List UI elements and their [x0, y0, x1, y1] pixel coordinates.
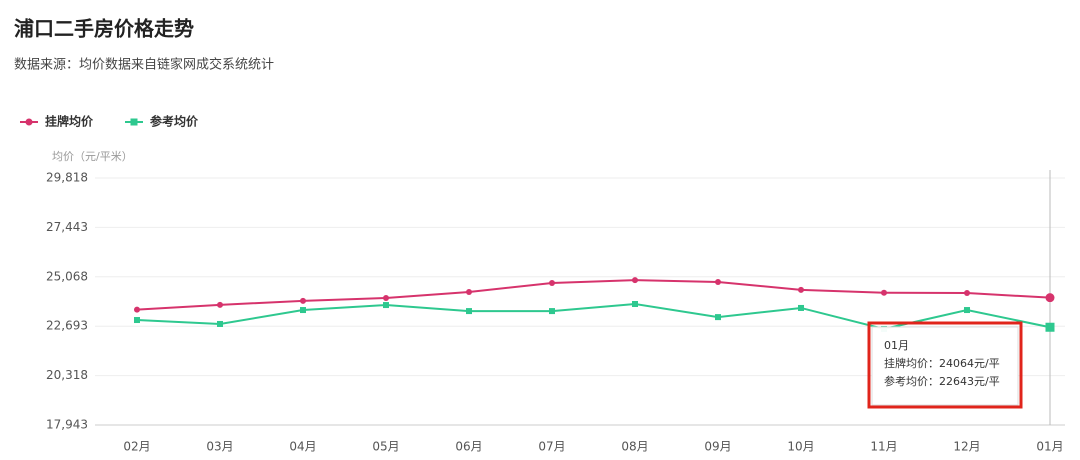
- point: [1045, 293, 1055, 303]
- x-tick-label: 10月: [787, 440, 814, 454]
- x-tick-label: 05月: [372, 440, 399, 454]
- y-axis-label: 均价（元/平米）: [52, 150, 133, 163]
- x-tick-label: 08月: [621, 440, 648, 454]
- y-tick-label: 17,943: [46, 418, 88, 432]
- point: [632, 277, 638, 284]
- point: [466, 308, 472, 315]
- chart-subtitle: 数据来源：均价数据来自链家网成交系统统计: [14, 57, 274, 73]
- point: [549, 279, 555, 286]
- chart-title: 浦口二手房价格走势: [14, 17, 194, 41]
- x-tick-label: 11月: [870, 440, 897, 454]
- series-line: [136, 302, 1051, 330]
- y-tick-label: 25,068: [46, 269, 88, 283]
- point: [1045, 322, 1055, 332]
- tooltip-title: 01月: [884, 339, 909, 352]
- legend-label: 参考均价: [150, 114, 199, 129]
- x-tick-label: 07月: [538, 440, 565, 454]
- legend-marker: [25, 118, 33, 126]
- x-tick-label: 12月: [953, 440, 980, 454]
- point: [798, 304, 804, 311]
- y-tick-label: 20,318: [46, 368, 88, 382]
- tooltip-line: 挂牌均价：24064元/平: [884, 356, 1000, 370]
- x-tick-label: 04月: [289, 440, 316, 454]
- highlight-box: [867, 321, 1023, 409]
- point: [715, 278, 721, 285]
- point: [134, 317, 140, 324]
- point: [964, 289, 970, 296]
- x-tick-label: 02月: [123, 440, 150, 454]
- point: [466, 288, 472, 295]
- point: [217, 320, 223, 327]
- point: [300, 307, 306, 314]
- point: [798, 286, 804, 293]
- point: [383, 302, 389, 309]
- point: [217, 301, 223, 308]
- legend-label: 挂牌均价: [45, 114, 94, 129]
- point: [632, 301, 638, 308]
- point: [300, 297, 306, 304]
- tooltip-box: [871, 326, 1019, 406]
- x-tick-label: 01月: [1036, 440, 1063, 454]
- y-tick-label: 29,818: [46, 171, 88, 185]
- y-tick-label: 22,693: [46, 319, 88, 333]
- point: [383, 294, 389, 301]
- y-tick-label: 27,443: [46, 220, 88, 234]
- point: [964, 307, 970, 314]
- series-line: [136, 279, 1051, 311]
- x-tick-label: 09月: [704, 440, 731, 454]
- x-tick-label: 03月: [206, 440, 233, 454]
- tooltip-line: 参考均价：22643元/平: [884, 374, 1000, 388]
- legend-marker: [130, 118, 138, 126]
- point: [549, 308, 555, 315]
- point: [715, 314, 721, 321]
- point: [881, 289, 887, 296]
- x-tick-label: 06月: [455, 440, 482, 454]
- point: [134, 306, 140, 313]
